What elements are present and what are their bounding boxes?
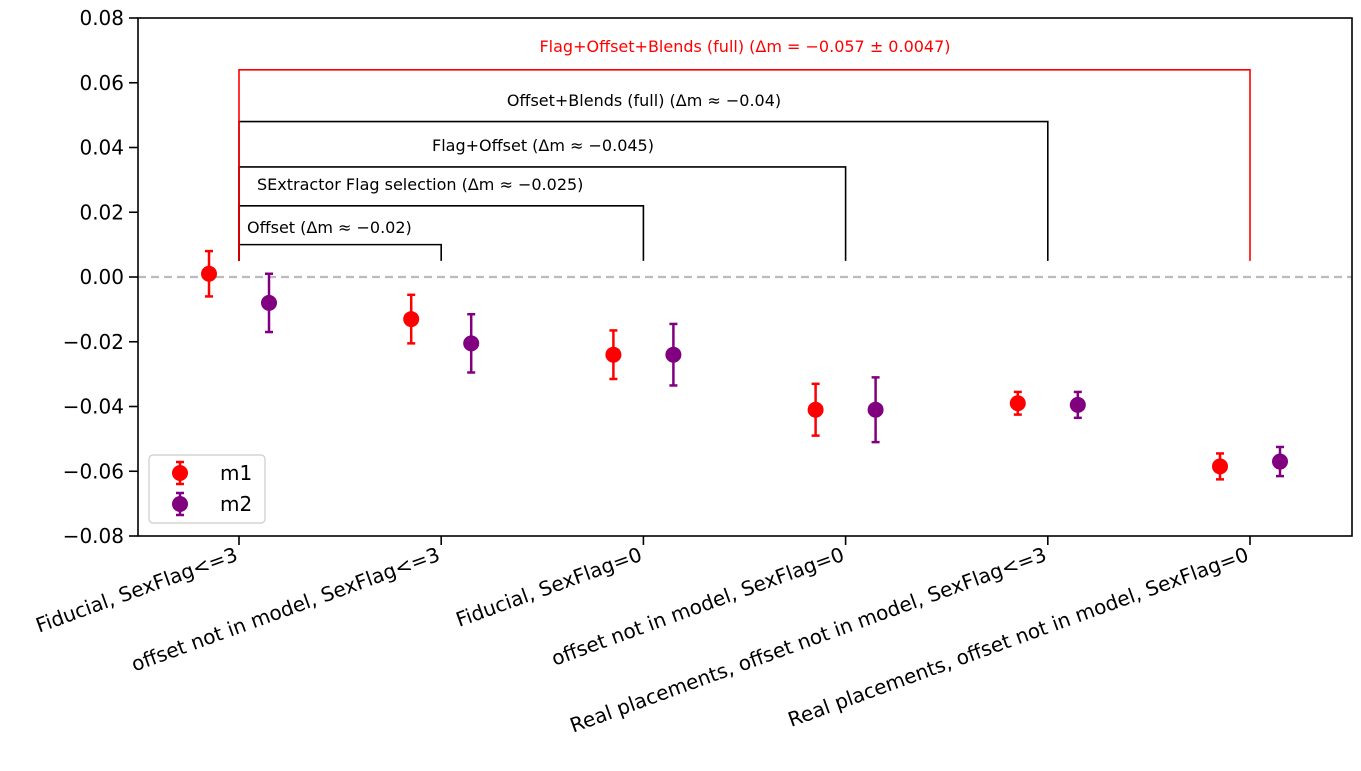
data-point-m2 <box>261 294 277 311</box>
y-tick-label: 0.04 <box>79 136 124 160</box>
legend-label-m1: m1 <box>220 461 252 485</box>
y-tick-label: −0.04 <box>63 395 124 419</box>
data-point-m1 <box>807 401 824 418</box>
y-tick-label: −0.06 <box>63 459 124 483</box>
legend-marker-m1 <box>172 465 188 481</box>
y-tick-label: 0.00 <box>79 265 124 289</box>
data-point-m2 <box>1069 396 1086 413</box>
data-point-m2 <box>1272 453 1288 470</box>
legend-label-m2: m2 <box>220 492 252 516</box>
bracket-label: SExtractor Flag selection (Δm ≈ −0.025) <box>257 175 583 194</box>
data-point-m1 <box>1009 395 1026 412</box>
y-tick-label: 0.02 <box>79 200 124 224</box>
bracket-label: Offset (Δm ≈ −0.02) <box>247 218 412 237</box>
bracket-label: Flag+Offset+Blends (full) (Δm = −0.057 ±… <box>539 37 950 56</box>
y-tick-label: −0.02 <box>63 330 124 354</box>
data-point-m2 <box>867 401 884 418</box>
data-point-m2 <box>665 346 682 363</box>
data-point-m1 <box>403 311 420 328</box>
data-point-m1 <box>1212 458 1228 475</box>
y-tick-label: −0.08 <box>63 524 124 548</box>
data-point-m1 <box>605 346 622 363</box>
data-point-m1 <box>201 265 217 282</box>
plot-area: Offset (Δm ≈ −0.02) SExtractor Flag selec… <box>33 6 1353 737</box>
bracket-label: Flag+Offset (Δm ≈ −0.045) <box>432 136 654 155</box>
bracket-line <box>238 243 443 261</box>
y-tick-label: 0.06 <box>79 71 124 95</box>
y-tick-label: 0.08 <box>79 6 124 30</box>
bracket-label: Offset+Blends (full) (Δm ≈ −0.04) <box>507 91 781 110</box>
bracket-line <box>238 69 1251 261</box>
data-point-m2 <box>463 335 480 352</box>
x-tick-label: Fiducial, SexFlag=0 <box>453 542 645 632</box>
legend-marker-m2 <box>172 496 188 512</box>
